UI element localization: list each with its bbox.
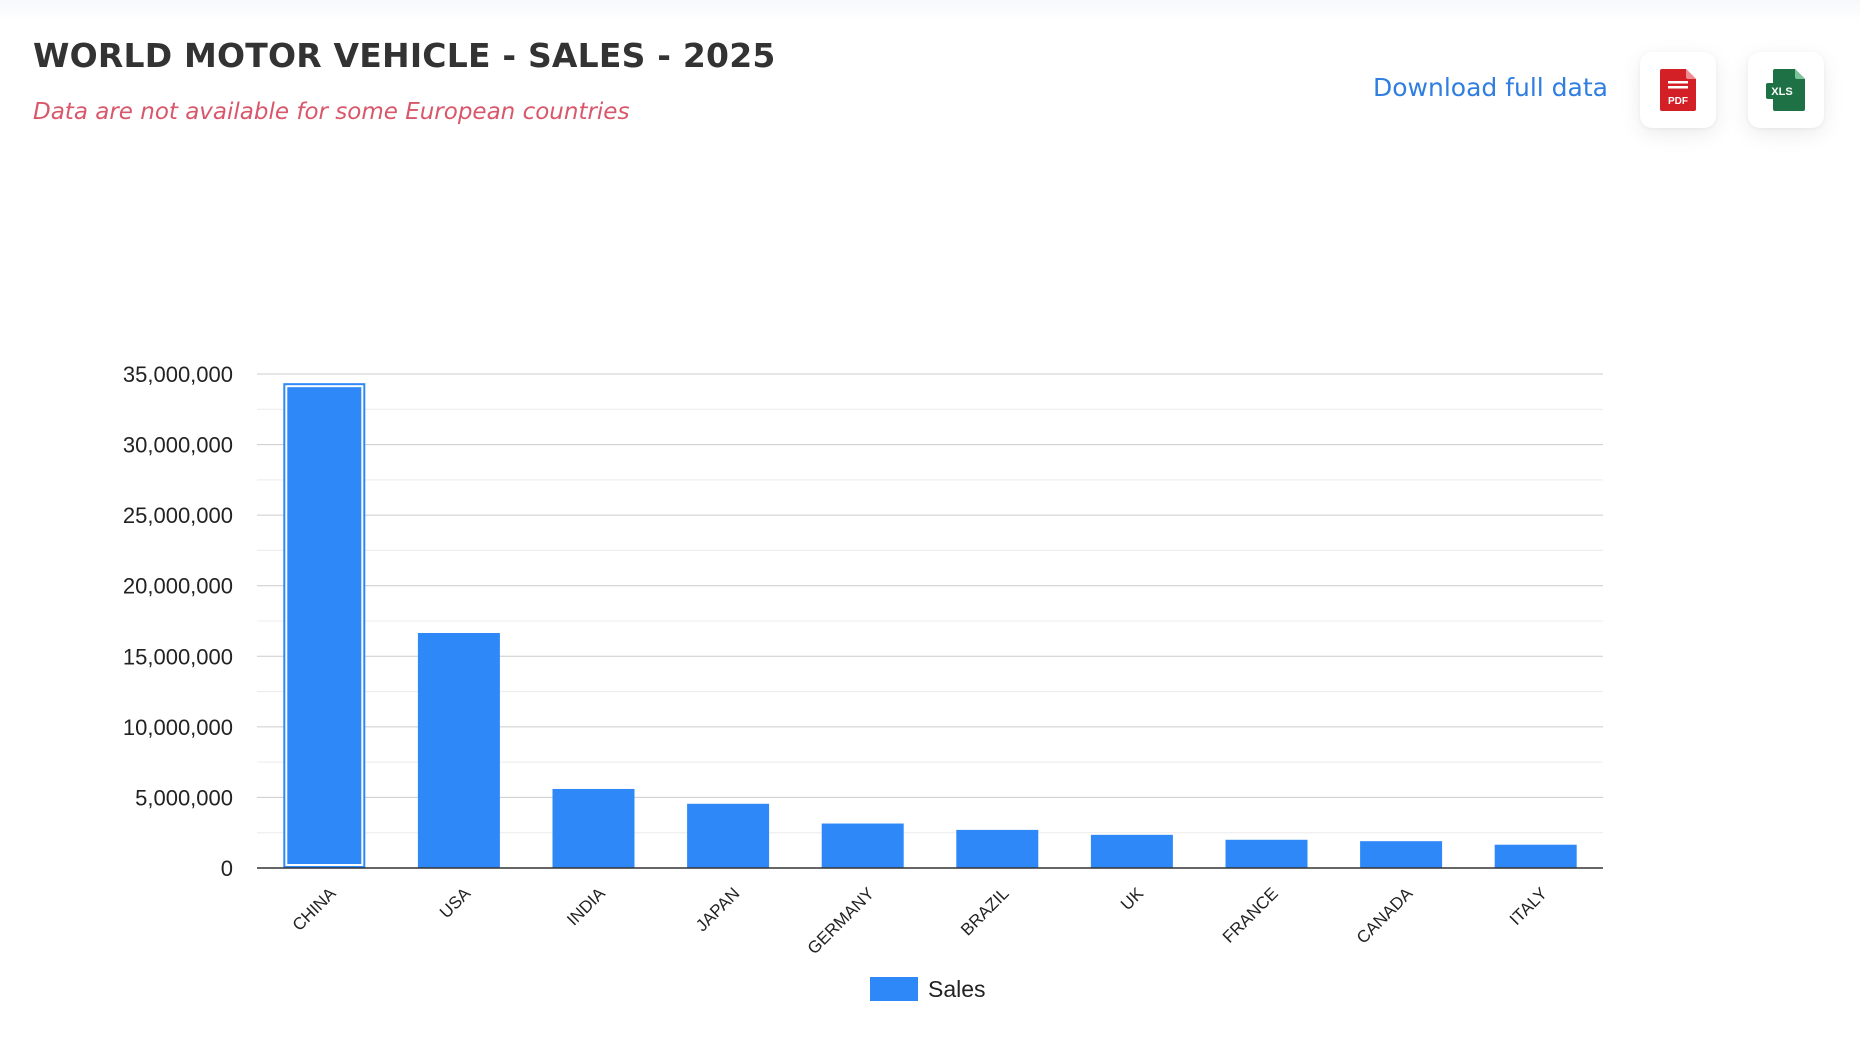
bar xyxy=(821,823,904,868)
x-category-label: UK xyxy=(1117,883,1148,914)
y-tick-label: 15,000,000 xyxy=(123,644,233,669)
x-category-label: ITALY xyxy=(1506,884,1551,929)
y-tick-label: 25,000,000 xyxy=(123,503,233,528)
y-tick-label: 5,000,000 xyxy=(135,785,233,810)
x-category-label: USA xyxy=(436,883,475,922)
y-tick-label: 20,000,000 xyxy=(123,574,233,599)
legend-label: Sales xyxy=(928,976,986,1002)
y-tick-label: 10,000,000 xyxy=(123,715,233,740)
x-category-label: CANADA xyxy=(1353,883,1417,947)
download-pdf-button[interactable]: PDF xyxy=(1640,52,1716,128)
x-category-label: INDIA xyxy=(563,883,609,929)
x-category-label: GERMANY xyxy=(804,884,878,958)
y-tick-label: 30,000,000 xyxy=(123,433,233,458)
x-category-label: BRAZIL xyxy=(957,884,1013,940)
bar xyxy=(956,829,1039,868)
x-category-label: FRANCE xyxy=(1219,884,1282,947)
x-category-label: CHINA xyxy=(289,883,340,934)
download-xls-button[interactable]: XLS xyxy=(1748,52,1824,128)
bar xyxy=(1090,834,1173,868)
bar xyxy=(1225,839,1308,868)
pdf-file-icon: PDF xyxy=(1660,69,1696,111)
y-tick-label: 0 xyxy=(221,856,233,881)
page-subtitle: Data are not available for some European… xyxy=(33,99,630,125)
y-tick-label: 35,000,000 xyxy=(123,362,233,387)
xls-file-icon: XLS xyxy=(1766,69,1805,111)
bar xyxy=(283,383,366,868)
page-title: WORLD MOTOR VEHICLE - SALES - 2025 xyxy=(33,36,776,75)
legend-swatch xyxy=(870,977,918,1001)
bar xyxy=(417,632,500,868)
download-full-data-link[interactable]: Download full data xyxy=(1372,73,1608,102)
x-category-label: JAPAN xyxy=(692,884,743,935)
bar xyxy=(552,788,635,868)
bar xyxy=(687,803,770,868)
bar xyxy=(1360,841,1443,868)
xls-badge-text: XLS xyxy=(1771,86,1792,98)
bar-highlight-outline xyxy=(285,385,364,866)
bar xyxy=(1494,844,1577,868)
pdf-badge-text: PDF xyxy=(1668,96,1688,107)
